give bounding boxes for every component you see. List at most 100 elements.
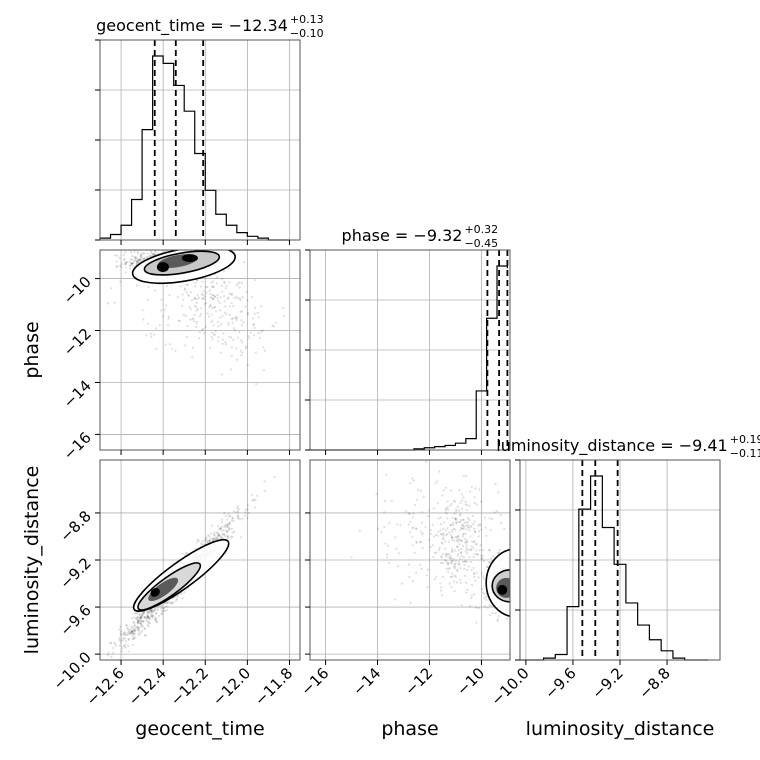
y-tick-label: −10.0 xyxy=(50,648,95,693)
sample-point xyxy=(228,281,231,284)
sample-point xyxy=(130,625,133,628)
sample-point xyxy=(118,638,121,641)
sample-point xyxy=(120,650,123,653)
sample-point xyxy=(451,547,454,551)
sample-point xyxy=(143,627,146,631)
sample-point xyxy=(517,584,519,586)
sample-point xyxy=(154,617,157,620)
sample-point xyxy=(464,541,467,544)
sample-point xyxy=(452,527,455,530)
sample-point xyxy=(131,632,135,635)
sample-point xyxy=(446,562,449,565)
sample-point xyxy=(213,537,216,541)
sample-point xyxy=(481,587,484,591)
sample-point xyxy=(245,290,248,293)
sample-point xyxy=(512,609,514,611)
sample-point xyxy=(226,534,229,537)
sample-point xyxy=(201,293,205,296)
sample-point xyxy=(375,492,378,495)
sample-point xyxy=(496,551,499,554)
sample-point xyxy=(451,572,454,575)
sample-point xyxy=(463,574,467,578)
sample-point xyxy=(131,617,134,620)
sample-point xyxy=(483,516,486,519)
sample-point xyxy=(461,527,464,530)
sample-point xyxy=(130,262,134,265)
sample-point xyxy=(241,351,244,354)
sample-point xyxy=(513,567,515,569)
sample-point xyxy=(453,574,456,577)
sample-point xyxy=(440,586,443,589)
sample-point xyxy=(220,529,223,532)
sample-point xyxy=(245,508,248,511)
sample-point xyxy=(228,527,231,530)
sample-point xyxy=(128,260,131,263)
sample-point xyxy=(221,314,224,318)
sample-point xyxy=(139,616,142,619)
sample-point xyxy=(494,611,497,615)
sample-point xyxy=(411,527,414,530)
sample-point xyxy=(209,293,212,296)
sample-point xyxy=(136,621,139,624)
sample-point xyxy=(237,508,240,511)
sample-point xyxy=(134,636,137,639)
sample-point xyxy=(195,541,199,544)
sample-point xyxy=(441,575,444,579)
sample-point xyxy=(137,619,140,622)
sample-point xyxy=(83,258,85,260)
sample-point xyxy=(472,572,475,575)
sample-point xyxy=(238,331,241,334)
sample-point xyxy=(141,257,144,261)
sample-point xyxy=(166,324,170,327)
sample-point xyxy=(450,559,453,563)
sample-point xyxy=(212,298,215,301)
sample-point xyxy=(472,540,476,543)
sample-point xyxy=(134,617,138,621)
sample-point xyxy=(209,296,213,299)
sample-point xyxy=(149,254,152,258)
sample-point xyxy=(162,607,165,611)
sample-point xyxy=(513,580,515,582)
sample-point xyxy=(466,552,469,555)
sample-point xyxy=(232,530,236,533)
sample-point xyxy=(211,319,214,322)
sample-point xyxy=(135,256,138,259)
sample-point xyxy=(439,582,442,585)
sample-point xyxy=(240,536,243,539)
y-axis-label-luminosity_distance: luminosity_distance xyxy=(21,466,43,655)
sample-point xyxy=(437,548,441,552)
x-tick-label: −12.6 xyxy=(83,664,128,709)
sample-point xyxy=(133,628,136,631)
sample-point xyxy=(136,625,139,628)
x-axis-label-luminosity_distance: luminosity_distance xyxy=(526,718,715,740)
sample-point xyxy=(421,532,424,535)
sample-point xyxy=(463,456,465,458)
sample-point xyxy=(160,309,163,312)
sample-point xyxy=(469,560,473,564)
sample-point xyxy=(112,651,115,655)
sample-point xyxy=(480,572,483,575)
sample-point xyxy=(219,296,222,299)
sample-point xyxy=(440,522,443,526)
sample-point xyxy=(115,265,118,268)
sample-point xyxy=(146,298,149,301)
sample-point xyxy=(273,475,276,478)
sample-point xyxy=(213,295,217,298)
sample-point xyxy=(164,304,167,307)
sample-point xyxy=(238,297,242,300)
sample-point xyxy=(478,549,481,552)
sample-point xyxy=(118,256,121,260)
sample-point xyxy=(440,562,443,565)
sample-point xyxy=(151,252,154,256)
sample-point xyxy=(196,308,200,311)
sample-point xyxy=(420,521,424,524)
sample-point xyxy=(450,562,454,565)
sample-point xyxy=(163,308,166,311)
sample-point xyxy=(453,512,456,515)
sample-point xyxy=(246,313,249,316)
sample-point xyxy=(456,545,459,548)
sample-point xyxy=(224,514,227,518)
sample-point xyxy=(160,603,163,606)
sample-point xyxy=(494,483,497,486)
sample-point xyxy=(512,607,514,609)
